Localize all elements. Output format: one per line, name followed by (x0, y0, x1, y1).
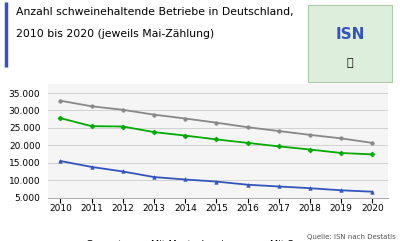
Mit Sauen (120, 170, 125, 173)
Legend: Gesamt, Mit Mastschweinen, Mit Sauen: Gesamt, Mit Mastschweinen, Mit Sauen (61, 236, 321, 241)
Mit Mastschweinen (308, 148, 312, 151)
Gesamt (245, 126, 250, 129)
Mit Sauen (58, 160, 63, 162)
Mit Mastschweinen (370, 153, 375, 156)
Mit Mastschweinen (276, 145, 281, 148)
Mit Mastschweinen (58, 117, 63, 120)
Gesamt (276, 130, 281, 133)
Gesamt (308, 134, 312, 136)
Mit Mastschweinen (339, 152, 344, 154)
Gesamt (120, 108, 125, 111)
Mit Sauen (339, 189, 344, 192)
Gesamt (89, 105, 94, 108)
Gesamt (339, 137, 344, 140)
Mit Mastschweinen (120, 125, 125, 128)
Line: Mit Sauen: Mit Sauen (59, 159, 374, 194)
Text: Anzahl schweinehaltende Betriebe in Deutschland,: Anzahl schweinehaltende Betriebe in Deut… (16, 7, 294, 17)
Mit Sauen (214, 180, 219, 183)
Mit Sauen (276, 185, 281, 188)
Gesamt (370, 141, 375, 144)
Text: ISN: ISN (335, 27, 365, 42)
Mit Mastschweinen (152, 131, 156, 134)
Line: Mit Mastschweinen: Mit Mastschweinen (59, 116, 374, 156)
Gesamt (152, 113, 156, 116)
Mit Mastschweinen (245, 141, 250, 144)
Mit Mastschweinen (89, 125, 94, 128)
Mit Mastschweinen (183, 134, 188, 137)
Gesamt (183, 117, 188, 120)
Mit Sauen (89, 166, 94, 168)
Text: 2010 bis 2020 (jeweils Mai-Zählung): 2010 bis 2020 (jeweils Mai-Zählung) (16, 29, 214, 39)
Line: Gesamt: Gesamt (59, 99, 374, 145)
Mit Sauen (308, 187, 312, 190)
Text: Quelle: ISN nach Destatis: Quelle: ISN nach Destatis (307, 234, 396, 240)
Gesamt (214, 121, 219, 124)
Mit Sauen (245, 183, 250, 186)
Mit Sauen (152, 176, 156, 179)
Mit Sauen (370, 190, 375, 193)
Gesamt (58, 99, 63, 102)
Mit Mastschweinen (214, 138, 219, 141)
Text: 🐷: 🐷 (347, 58, 353, 68)
Mit Sauen (183, 178, 188, 181)
